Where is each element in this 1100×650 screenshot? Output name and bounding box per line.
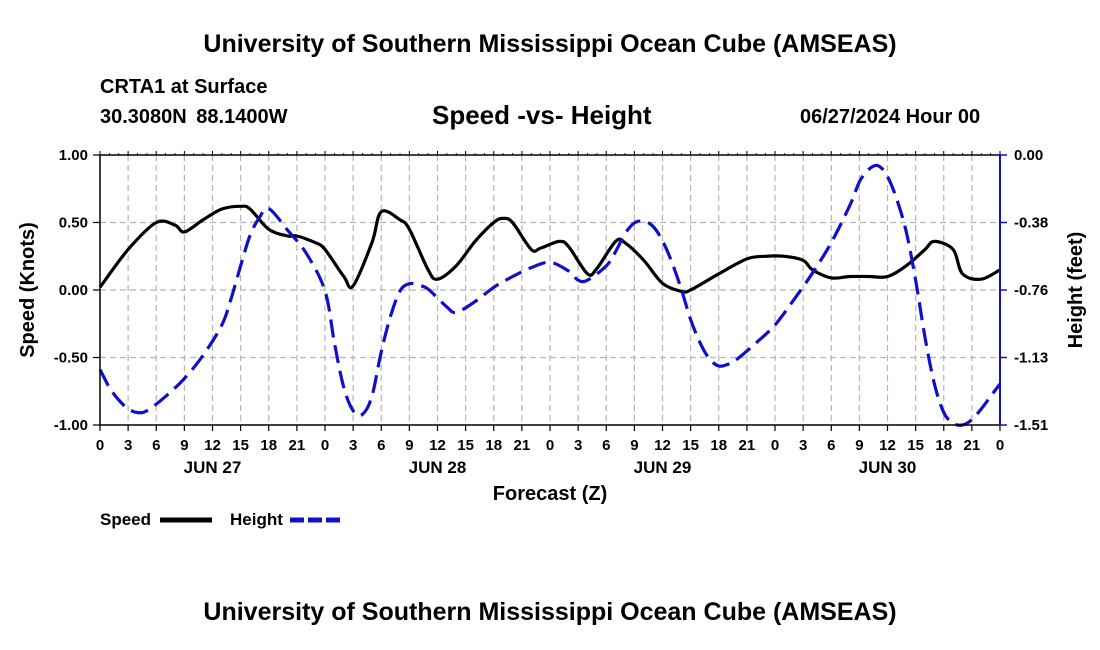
x-tick-label: 15 [907,437,924,454]
x-tick-label: 18 [485,437,502,454]
station-location: 30.3080N 88.1400W [100,106,288,128]
x-tick-label: 3 [574,437,582,454]
y-left-tick-label: 0.00 [59,282,88,299]
x-tick-label: 6 [152,437,160,454]
x-tick-label: 0 [321,437,329,454]
chart-subtitle: Speed -vs- Height [432,100,652,130]
legend: Speed Height [100,510,342,529]
chart-title: University of Southern Mississippi Ocean… [203,30,897,58]
series-line-speed [98,204,1001,294]
right-axis-label: Height (feet) [1065,232,1087,349]
x-tick-label: 6 [377,437,385,454]
x-tick-label: 18 [935,437,952,454]
x-tick-label: 3 [124,437,132,454]
y-right-tick-label: 0.00 [1014,147,1043,164]
x-tick-label: 0 [96,437,104,454]
series-line-height [98,163,1002,427]
left-axis-label: Speed (Knots) [17,222,39,358]
x-tick-label: 18 [260,437,277,454]
x-tick-label: 12 [204,437,221,454]
x-tick-label: 3 [799,437,807,454]
forecast-datetime: 06/27/2024 Hour 00 [800,106,981,128]
series-lines [98,163,1002,427]
axis-ticks: 0 3 6 9 12 15 18 21 0 3 6 9 12 15 18 21 0 3 6 9 12 15 18 21 0 3 6 9… [54,147,1048,477]
x-tick-label: 0 [771,437,779,454]
x-day-label: JUN 30 [859,458,917,477]
x-tick-label: 6 [602,437,610,454]
y-left-tick-label: 1.00 [59,147,88,164]
x-tick-label: 9 [180,437,188,454]
y-right-tick-label: -1.51 [1014,417,1048,434]
x-tick-label: 0 [996,437,1004,454]
x-tick-label: 15 [232,437,249,454]
x-tick-label: 3 [349,437,357,454]
footer-title: University of Southern Mississippi Ocean… [203,598,897,626]
x-tick-label: 12 [654,437,671,454]
x-tick-label: 15 [682,437,699,454]
y-right-tick-label: -0.38 [1014,215,1048,232]
y-right-tick-label: -0.76 [1014,282,1048,299]
y-left-tick-label: -0.50 [54,350,88,367]
y-left-tick-label: -1.00 [54,417,88,434]
x-tick-label: 21 [739,437,756,454]
x-tick-label: 21 [514,437,531,454]
x-tick-label: 18 [710,437,727,454]
y-right-tick-label: -1.13 [1014,350,1048,367]
x-tick-label: 9 [405,437,413,454]
y-left-tick-label: 0.50 [59,215,88,232]
x-tick-label: 12 [879,437,896,454]
x-tick-label: 0 [546,437,554,454]
x-axis-label: Forecast (Z) [493,483,607,505]
station-name: CRTA1 at Surface [100,76,268,98]
legend-label-speed: Speed [100,510,151,529]
x-day-label: JUN 27 [184,458,242,477]
x-day-label: JUN 28 [409,458,467,477]
x-tick-label: 12 [429,437,446,454]
x-tick-label: 9 [630,437,638,454]
x-tick-label: 9 [855,437,863,454]
x-day-label: JUN 29 [634,458,692,477]
x-tick-label: 21 [289,437,306,454]
x-tick-label: 6 [827,437,835,454]
legend-label-height: Height [230,510,283,529]
x-tick-label: 15 [457,437,474,454]
x-tick-label: 21 [964,437,981,454]
